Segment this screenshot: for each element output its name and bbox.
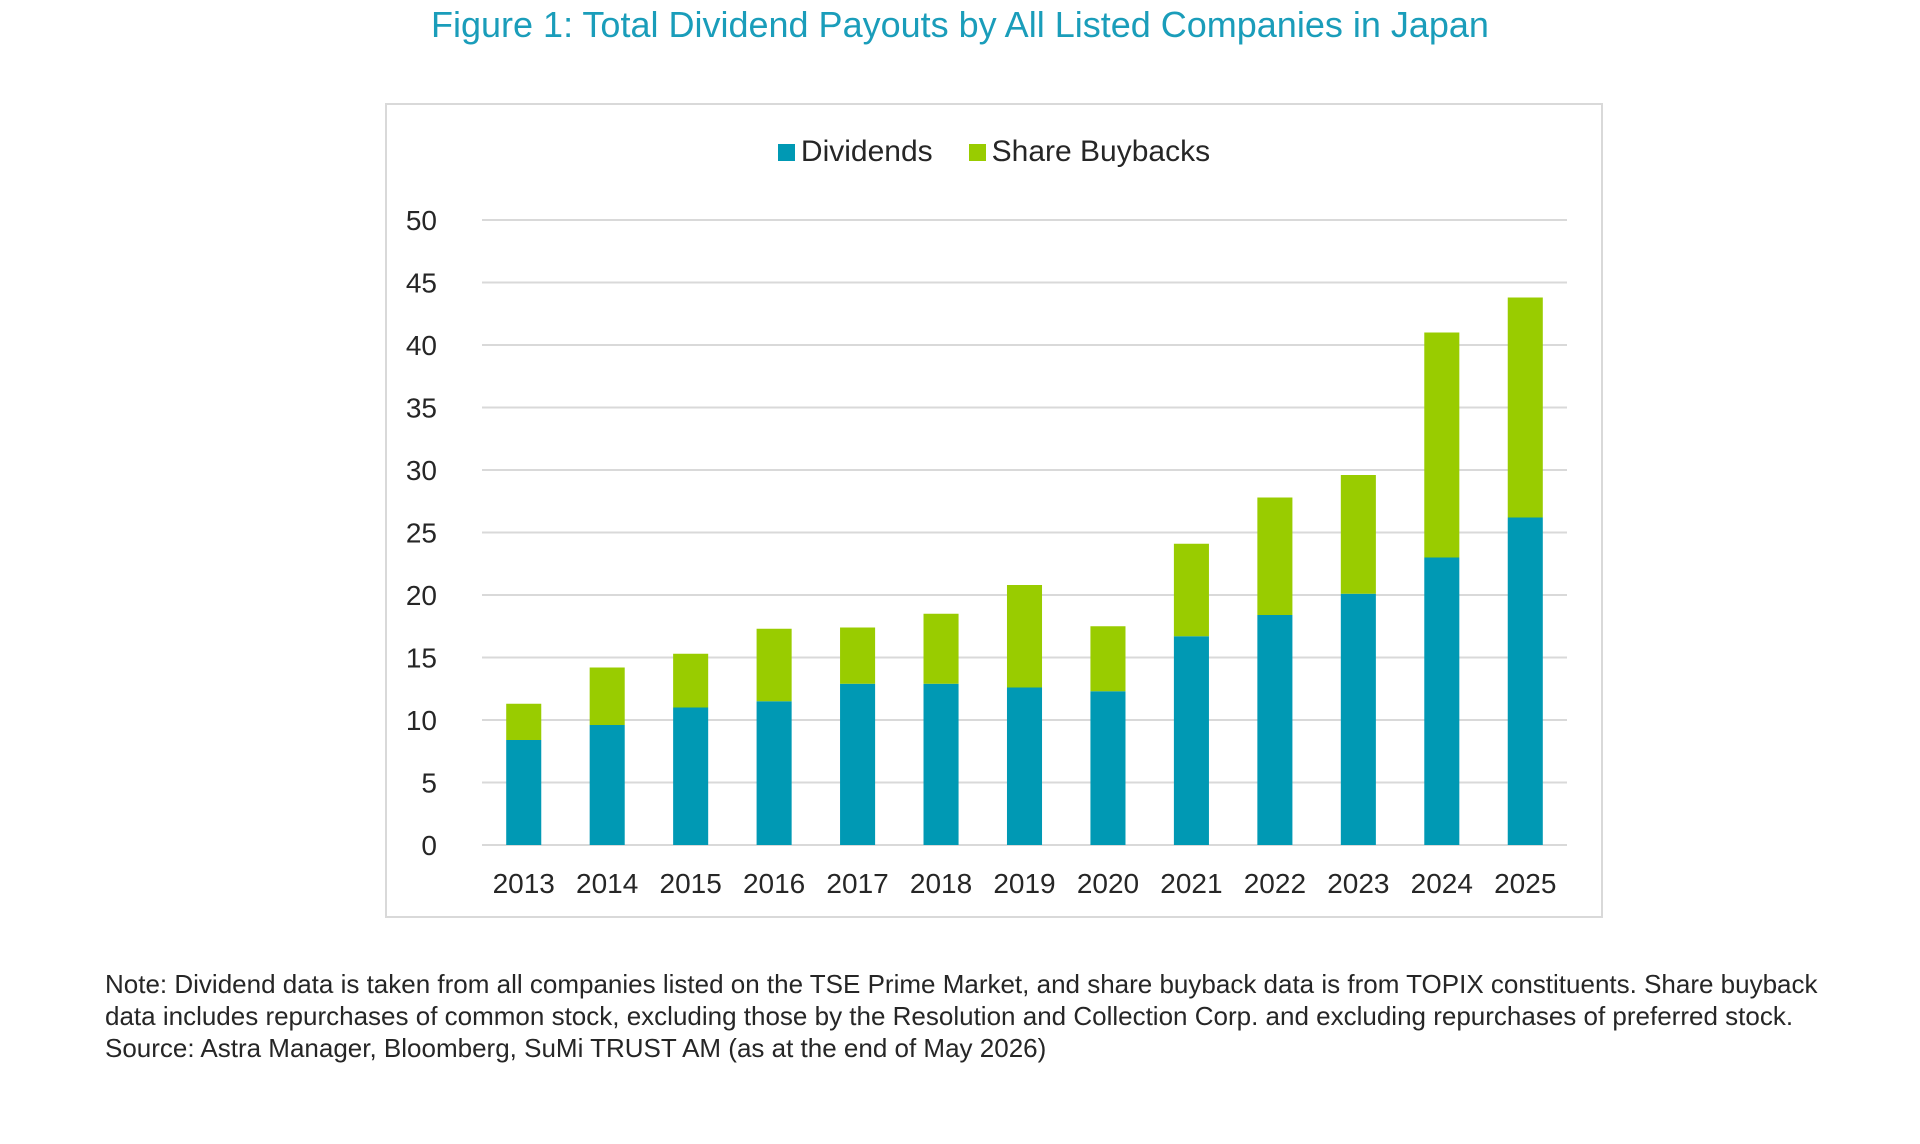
bar-dividends [1173,636,1209,845]
x-tick-label: 2015 [660,868,722,899]
legend-swatch-buybacks [968,143,986,161]
x-tick-label: 2016 [743,868,805,899]
bar-dividends [589,725,625,845]
bar-share-buybacks [589,667,625,725]
x-tick-label: 2021 [1160,868,1222,899]
bar-share-buybacks [1006,585,1043,688]
bar-share-buybacks [840,627,876,684]
bar-share-buybacks [1424,332,1460,558]
x-tick-label: 2018 [910,868,972,899]
bar-dividends [923,683,959,845]
bar-share-buybacks [1340,475,1376,594]
x-tick-label: 2013 [493,868,555,899]
bar-share-buybacks [1173,543,1209,637]
bar-dividends [506,740,542,845]
bar-dividends [1090,691,1126,845]
bar-dividends [1424,557,1460,845]
bar-dividends [673,707,709,845]
y-tick-label: 10 [406,705,437,736]
bar-dividends [1006,687,1043,845]
x-tick-label: 2020 [1077,868,1139,899]
chart-frame: Dividends Share Buybacks 0 5 10 15 20 25 30 35 4… [385,103,1603,918]
y-tick-label: 40 [406,330,437,361]
bar-share-buybacks [923,613,959,684]
y-tick-label: 25 [406,518,437,549]
y-tick-label: 35 [406,393,437,424]
x-tick-label: 2017 [826,868,888,899]
x-tick-label: 2024 [1411,868,1473,899]
bar-share-buybacks [673,653,709,708]
y-tick-label: 0 [421,830,437,861]
y-tick-label: 50 [406,205,437,236]
y-tick-label: 15 [406,643,437,674]
x-tick-label: 2023 [1327,868,1389,899]
x-tick-label: 2022 [1244,868,1306,899]
y-tick-label: 30 [406,455,437,486]
legend-item-buybacks: Share Buybacks [968,135,1211,169]
legend-item-dividends: Dividends [777,135,933,169]
bar-dividends [1340,593,1376,845]
legend-label-buybacks: Share Buybacks [991,135,1211,168]
x-tick-label: 2025 [1494,868,1556,899]
y-tick-label: 5 [421,768,437,799]
x-tick-label: 2014 [576,868,638,899]
x-tick-label: 2019 [993,868,1055,899]
bar-share-buybacks [1090,626,1126,692]
bar-dividends [756,701,792,845]
bar-dividends [1507,517,1543,845]
legend-label-dividends: Dividends [800,135,933,168]
chart-legend: Dividends Share Buybacks [387,135,1601,169]
y-tick-label: 20 [406,580,437,611]
bar-dividends [840,683,876,845]
bar-share-buybacks [1507,297,1543,518]
y-tick-label: 45 [406,268,437,299]
bar-dividends [1257,615,1293,845]
bar-share-buybacks [506,703,542,740]
source-text: Source: Astra Manager, Bloomberg, SuMi T… [105,1033,1047,1063]
bar-share-buybacks [1257,497,1293,615]
note-text: Note: Dividend data is taken from all co… [105,969,1818,1031]
chart-notes: Note: Dividend data is taken from all co… [105,968,1835,1064]
figure-title: Figure 1: Total Dividend Payouts by All … [431,4,1489,45]
bar-share-buybacks [756,628,792,702]
legend-swatch-dividends [777,143,795,161]
